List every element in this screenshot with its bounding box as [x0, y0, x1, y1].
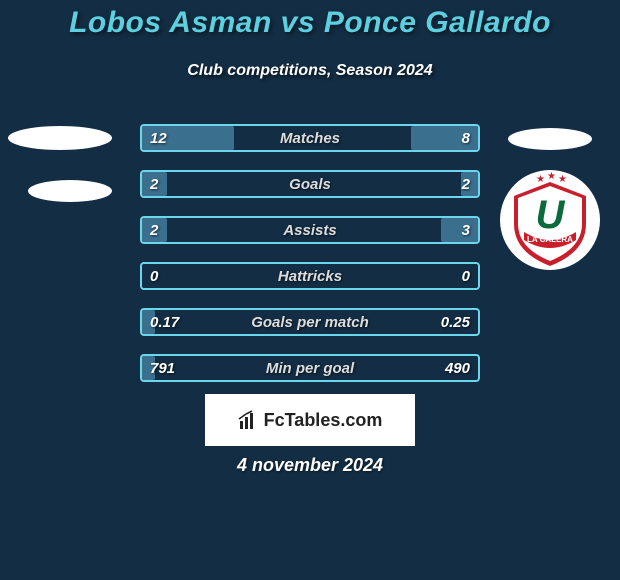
svg-text:★: ★	[547, 171, 556, 182]
team-right-logo: U LA CALERA ★ ★ ★	[500, 170, 600, 270]
stat-row: Goals2 2	[140, 170, 480, 198]
team-left-badge-1	[8, 126, 112, 150]
svg-text:LA CALERA: LA CALERA	[527, 235, 573, 244]
fctables-text: FcTables.com	[264, 410, 383, 431]
stat-value-left: 0	[150, 262, 158, 290]
stat-row: Hattricks0 0	[140, 262, 480, 290]
stat-row: Matches12 8	[140, 124, 480, 152]
stat-row: Assists2 3	[140, 216, 480, 244]
subtitle-text: Club competitions, Season 2024	[187, 62, 432, 79]
background	[0, 0, 620, 580]
date-value: 4 november 2024	[237, 455, 383, 475]
stat-label: Min per goal	[140, 354, 480, 382]
stat-value-left: 791	[150, 354, 175, 382]
stat-value-left: 2	[150, 216, 158, 244]
stat-value-left: 0.17	[150, 308, 179, 336]
stat-label: Goals	[140, 170, 480, 198]
team-left-badge-2	[28, 180, 112, 202]
svg-text:★: ★	[558, 174, 567, 185]
stat-value-right: 2	[462, 170, 470, 198]
stat-value-right: 0	[462, 262, 470, 290]
date-text: 4 november 2024	[0, 455, 620, 476]
shield-icon: U LA CALERA ★ ★ ★	[500, 170, 600, 270]
stat-value-left: 2	[150, 170, 158, 198]
stat-label: Assists	[140, 216, 480, 244]
stat-label: Goals per match	[140, 308, 480, 336]
fctables-watermark: FcTables.com	[205, 394, 415, 446]
stat-value-right: 3	[462, 216, 470, 244]
stat-label: Hattricks	[140, 262, 480, 290]
stat-value-right: 8	[462, 124, 470, 152]
stat-value-right: 0.25	[441, 308, 470, 336]
chart-icon	[238, 409, 260, 431]
team-right-badge-1	[508, 128, 592, 150]
page-title: Lobos Asman vs Ponce Gallardo	[0, 6, 620, 40]
stat-value-right: 490	[445, 354, 470, 382]
svg-text:U: U	[536, 193, 566, 237]
stat-label: Matches	[140, 124, 480, 152]
svg-text:★: ★	[536, 174, 545, 185]
stat-row: Min per goal791 490	[140, 354, 480, 382]
subtitle: Club competitions, Season 2024	[0, 62, 620, 80]
stat-row: Goals per match0.17 0.25	[140, 308, 480, 336]
title-text: Lobos Asman vs Ponce Gallardo	[69, 6, 551, 39]
stat-value-left: 12	[150, 124, 167, 152]
